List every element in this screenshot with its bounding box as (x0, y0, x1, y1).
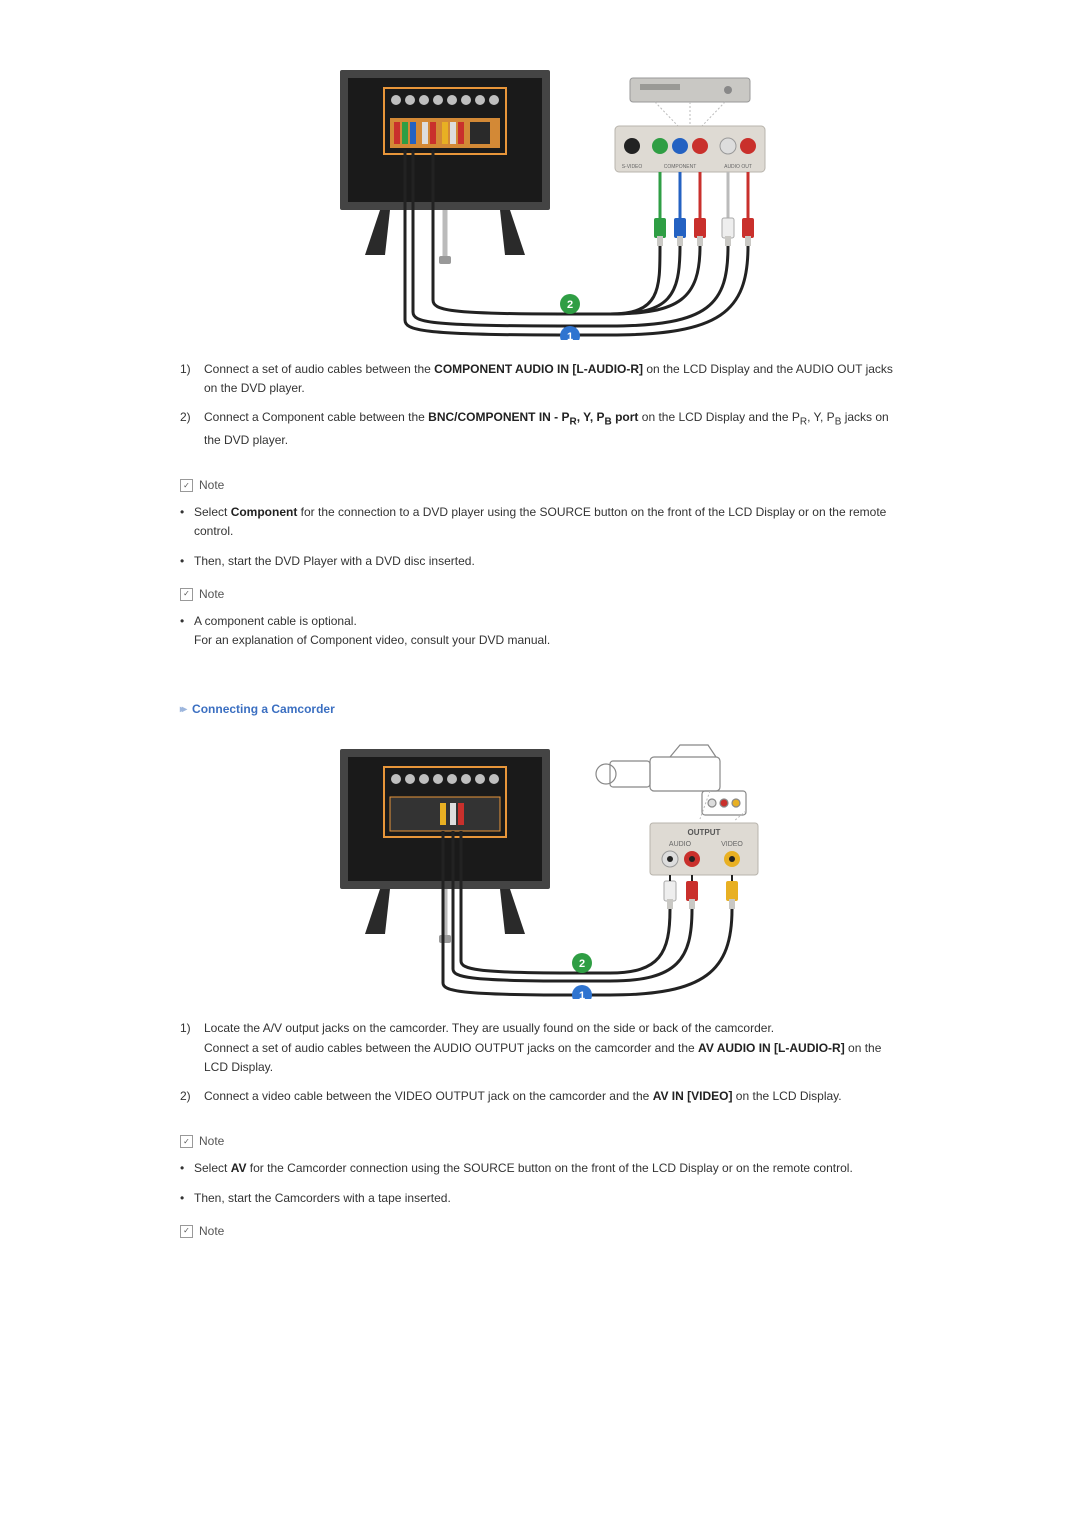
section-heading: ▸▸ Connecting a Camcorder (180, 700, 900, 719)
checkbox-icon: ✓ (180, 588, 193, 601)
dvd-connection-diagram: S-VIDEO COMPONENT AUDIO OUT (310, 60, 770, 340)
list-item: Select AV for the Camcorder connection u… (180, 1159, 900, 1178)
svg-text:AUDIO OUT: AUDIO OUT (724, 164, 752, 170)
step-number: 1) (180, 1019, 204, 1087)
svg-text:AUDIO: AUDIO (669, 841, 692, 848)
note-label: Note (199, 476, 224, 495)
note-bullets: Select AV for the Camcorder connection u… (180, 1159, 900, 1207)
list-item: Then, start the DVD Player with a DVD di… (180, 552, 900, 571)
camcorder-connection-diagram: OUTPUT AUDIO VIDEO 2 1 (310, 739, 770, 999)
list-item: Select Component for the connection to a… (180, 503, 900, 541)
note-label: Note (199, 1132, 224, 1151)
note-bullets: Select Component for the connection to a… (180, 503, 900, 571)
manual-page: S-VIDEO COMPONENT AUDIO OUT (140, 0, 940, 1309)
section-title-text: Connecting a Camcorder (192, 700, 335, 719)
note-label: Note (199, 1222, 224, 1241)
camcorder-steps-list: 1) Locate the A/V output jacks on the ca… (180, 1019, 900, 1116)
svg-text:OUTPUT: OUTPUT (688, 828, 721, 837)
step-text: Connect a set of audio cables between th… (204, 360, 900, 408)
step-number: 2) (180, 1087, 204, 1116)
checkbox-icon: ✓ (180, 1135, 193, 1148)
step-text: Connect a video cable between the VIDEO … (204, 1087, 900, 1116)
note-heading: ✓ Note (180, 476, 900, 495)
note-bullets: A component cable is optional. For an ex… (180, 612, 900, 650)
svg-text:2: 2 (567, 299, 573, 311)
svg-text:1: 1 (579, 990, 585, 999)
step-number: 2) (180, 408, 204, 460)
step-text: Connect a Component cable between the BN… (204, 408, 900, 460)
svg-text:1: 1 (567, 331, 573, 340)
checkbox-icon: ✓ (180, 1225, 193, 1238)
step-number: 1) (180, 360, 204, 408)
note-heading: ✓ Note (180, 1132, 900, 1151)
list-item: Then, start the Camcorders with a tape i… (180, 1189, 900, 1208)
svg-text:VIDEO: VIDEO (721, 841, 743, 848)
checkbox-icon: ✓ (180, 479, 193, 492)
note-heading: ✓ Note (180, 585, 900, 604)
note-heading: ✓ Note (180, 1222, 900, 1241)
svg-text:COMPONENT: COMPONENT (664, 164, 697, 170)
note-label: Note (199, 585, 224, 604)
dvd-steps-list: 1) Connect a set of audio cables between… (180, 360, 900, 460)
chevron-icon: ▸▸ (180, 702, 184, 718)
list-item: A component cable is optional. For an ex… (180, 612, 900, 650)
step-text: Locate the A/V output jacks on the camco… (204, 1019, 900, 1087)
svg-text:2: 2 (579, 958, 585, 970)
svg-text:S-VIDEO: S-VIDEO (622, 164, 643, 170)
